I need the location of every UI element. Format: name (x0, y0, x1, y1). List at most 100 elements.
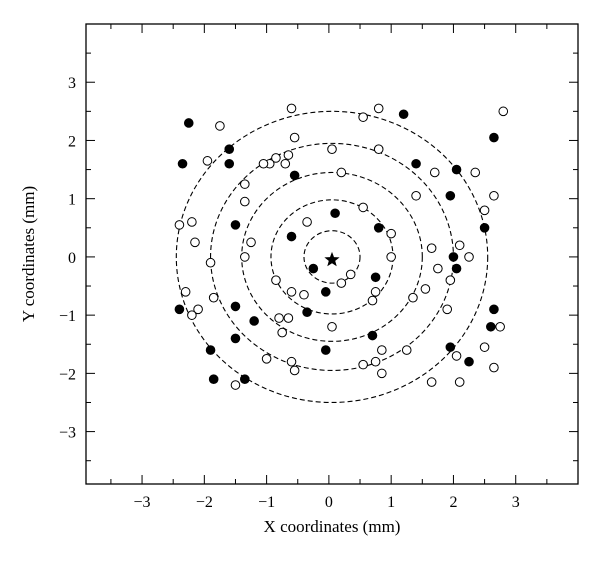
open-point (240, 196, 250, 207)
open-point (240, 179, 250, 189)
filled-point (479, 222, 490, 233)
open-point (190, 237, 200, 248)
open-point (289, 365, 300, 376)
plot-frame (85, 23, 579, 485)
open-point (246, 237, 256, 248)
open-point (277, 327, 287, 338)
filled-point (320, 287, 331, 297)
open-point (336, 167, 347, 178)
open-point (286, 356, 297, 367)
open-point (274, 313, 284, 323)
open-point (358, 112, 368, 122)
x-tick-label: 0 (325, 494, 333, 511)
open-point (479, 205, 490, 216)
x-tick-label: −1 (258, 494, 275, 511)
open-point (261, 354, 272, 364)
open-point (495, 321, 505, 332)
data-points (174, 103, 509, 390)
open-point (454, 377, 465, 387)
y-axis-label: Y coordinates (mm) (19, 186, 38, 322)
open-point (373, 144, 384, 154)
open-point (327, 321, 337, 332)
open-point (271, 275, 281, 286)
axis-ticks: −3 −2 −1 0 1 2 3 −3 −2 −1 0 1 2 3 (59, 24, 578, 511)
filled-point (205, 345, 216, 355)
open-point (358, 359, 368, 370)
open-point (240, 252, 250, 262)
x-tick-label: 2 (449, 494, 457, 511)
open-point (433, 263, 443, 274)
open-point (271, 153, 281, 163)
open-point (286, 103, 297, 114)
open-point (187, 310, 197, 320)
open-point (445, 275, 456, 286)
open-point (498, 106, 509, 117)
open-point (451, 351, 462, 361)
y-tick-label: 1 (68, 192, 76, 209)
filled-point (398, 109, 409, 120)
dashed-circle (303, 230, 361, 284)
filled-point (445, 190, 456, 201)
filled-point (308, 263, 319, 274)
filled-point (330, 208, 340, 219)
open-point (411, 190, 421, 201)
open-point (258, 158, 269, 169)
x-tick-label: 1 (387, 494, 395, 511)
y-tick-label: 2 (68, 133, 76, 150)
filled-point (320, 345, 331, 355)
filled-point (177, 158, 188, 169)
open-point (429, 167, 440, 178)
filled-point (240, 374, 250, 384)
x-tick-label: −3 (134, 494, 151, 511)
open-point (280, 158, 291, 169)
center-marker-group (324, 251, 340, 267)
x-tick-label: −2 (196, 494, 213, 511)
filled-point (230, 301, 241, 312)
open-point (208, 292, 219, 303)
filled-point (367, 330, 378, 341)
open-point (377, 345, 387, 355)
dashed-circle (175, 110, 489, 404)
open-point (367, 295, 378, 306)
filled-point (249, 316, 259, 326)
open-point (289, 132, 300, 143)
filled-point (489, 304, 499, 315)
filled-point (230, 333, 241, 344)
open-point (302, 217, 312, 227)
open-point (205, 257, 216, 268)
filled-point (183, 118, 194, 128)
open-point (489, 362, 499, 373)
open-point (479, 342, 490, 352)
open-point (283, 313, 294, 323)
y-tick-label: −3 (59, 425, 76, 442)
open-point (408, 292, 418, 303)
filled-point (411, 158, 421, 169)
open-point (193, 304, 203, 315)
filled-point (448, 252, 459, 262)
open-point (454, 240, 465, 251)
filled-point (489, 132, 499, 143)
open-point (283, 150, 294, 160)
open-point (187, 217, 197, 227)
filled-point (370, 272, 381, 283)
open-point (345, 269, 356, 280)
filled-point (286, 231, 297, 242)
y-tick-label: −2 (59, 366, 76, 383)
open-point (470, 167, 481, 178)
open-point (426, 377, 437, 387)
open-point (370, 356, 381, 367)
open-point (464, 252, 474, 262)
open-point (358, 202, 368, 213)
open-point (386, 252, 396, 262)
open-point (420, 284, 431, 294)
filled-point (174, 304, 185, 315)
y-tick-label: 3 (68, 75, 76, 92)
open-point (230, 380, 241, 390)
filled-point (230, 220, 241, 230)
open-point (299, 289, 309, 300)
filled-point (464, 356, 474, 367)
open-point (215, 121, 225, 131)
open-point (180, 287, 191, 297)
open-point (386, 228, 396, 239)
